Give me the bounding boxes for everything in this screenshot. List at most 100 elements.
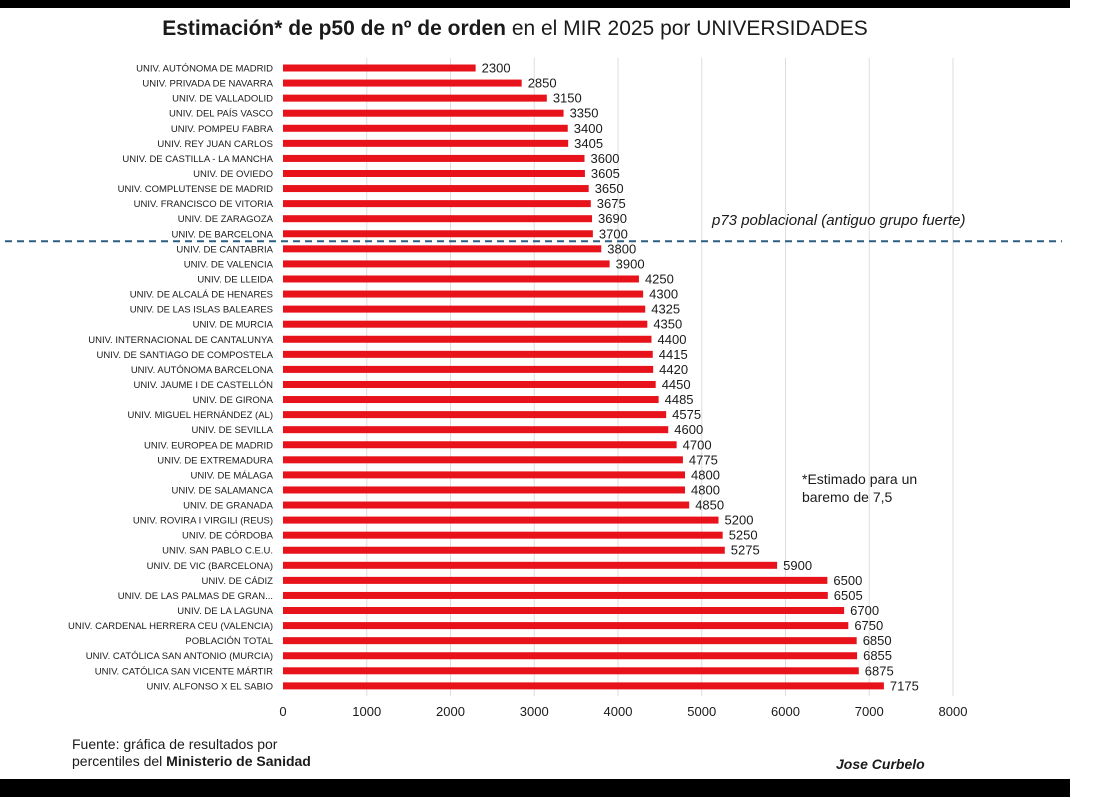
bar — [283, 290, 644, 298]
category-label: UNIV. ALFONSO X EL SABIO — [146, 681, 273, 692]
category-label: UNIV. DE CANTABRIA — [176, 244, 273, 255]
x-tick-label: 5000 — [687, 704, 716, 719]
value-label: 5200 — [725, 513, 754, 528]
category-label: UNIV. DE ALCALÁ DE HENARES — [130, 290, 273, 301]
bar — [283, 622, 849, 630]
category-label: UNIV. INTERNACIONAL DE CANTALUNYA — [88, 335, 273, 346]
bar — [283, 94, 547, 102]
x-tick-label: 8000 — [939, 704, 968, 719]
category-label: UNIV. CATÓLICA SAN ANTONIO (MURCIA) — [86, 651, 273, 662]
bar — [283, 350, 653, 358]
category-label: UNIV. DE CÓRDOBA — [182, 531, 274, 542]
x-tick-label: 1000 — [352, 704, 381, 719]
bar — [283, 335, 652, 343]
chart-title: Estimación* de p50 de nº de orden en el … — [0, 17, 1030, 41]
bar — [283, 245, 602, 253]
bar — [283, 215, 593, 223]
value-label: 4450 — [662, 377, 691, 392]
value-label: 4325 — [651, 302, 680, 317]
value-label: 4600 — [674, 422, 703, 437]
category-label: UNIV. DE VIC (BARCELONA) — [147, 561, 273, 572]
source-line-1: Fuente: gráfica de resultados por — [72, 736, 278, 752]
value-label: 3150 — [553, 91, 582, 106]
value-label: 6505 — [834, 588, 863, 603]
bar — [283, 109, 564, 117]
x-tick-label: 4000 — [604, 704, 633, 719]
value-label: 6855 — [863, 648, 892, 663]
category-label: UNIV. DE VALLADOLID — [172, 94, 273, 105]
value-label: 4415 — [659, 347, 688, 362]
value-label: 4775 — [689, 452, 718, 467]
bar — [283, 456, 683, 464]
value-label: 5250 — [729, 528, 758, 543]
x-tick-label: 2000 — [436, 704, 465, 719]
category-label: UNIV. ROVIRA I VIRGILI (REUS) — [133, 516, 273, 527]
category-label: UNIV. DE BARCELONA — [171, 229, 273, 240]
bar — [283, 275, 639, 283]
bar — [283, 154, 585, 162]
value-label: 3605 — [591, 166, 620, 181]
value-label: 3650 — [595, 181, 624, 196]
footnote: *Estimado para un baremo de 7,5 — [802, 471, 918, 505]
value-label: 6750 — [854, 618, 883, 633]
value-label: 4250 — [645, 271, 674, 286]
category-label: UNIV. DE CÁDIZ — [202, 576, 274, 587]
value-label: 4700 — [683, 437, 712, 452]
value-label: 3400 — [574, 121, 603, 136]
value-label: 6850 — [863, 633, 892, 648]
x-tick-label: 3000 — [520, 704, 549, 719]
bar — [283, 441, 677, 449]
category-label: UNIV. DE GIRONA — [193, 395, 274, 406]
x-tick-label: 0 — [279, 704, 286, 719]
value-label: 6500 — [833, 573, 862, 588]
bar — [283, 652, 858, 660]
value-label: 5275 — [731, 543, 760, 558]
bar — [283, 667, 859, 675]
category-label: UNIV. DE SALAMANCA — [171, 485, 273, 496]
category-label: UNIV. DE ZARAGOZA — [178, 214, 274, 225]
bar — [283, 607, 845, 615]
category-label: UNIV. DE OVIEDO — [193, 169, 273, 180]
category-label: UNIV. MIGUEL HERNÁNDEZ (AL) — [127, 410, 273, 421]
category-label: UNIV. DE LAS PALMAS DE GRAN... — [118, 591, 273, 602]
x-tick-label: 7000 — [855, 704, 884, 719]
category-label: UNIV. DEL PAÍS VASCO — [169, 109, 273, 120]
category-label: UNIV. DE SANTIAGO DE COMPOSTELA — [97, 350, 274, 361]
category-label: UNIV. DE LA LAGUNA — [177, 606, 273, 617]
author-credit: Jose Curbelo — [836, 756, 925, 772]
bar — [283, 501, 690, 509]
value-label: 2300 — [482, 61, 511, 76]
bar — [283, 682, 884, 690]
source-note: Fuente: gráfica de resultados por percen… — [72, 736, 311, 770]
value-label: 3675 — [597, 196, 626, 211]
category-label: UNIV. CARDENAL HERRERA CEU (VALENCIA) — [68, 621, 273, 632]
value-label: 4850 — [695, 498, 724, 513]
bar — [283, 200, 591, 208]
bar — [283, 426, 669, 434]
bar — [283, 591, 828, 599]
bar — [283, 139, 569, 147]
bar — [283, 365, 654, 373]
value-label: 3690 — [598, 211, 627, 226]
bar — [283, 230, 593, 238]
bar — [283, 79, 522, 87]
bar — [283, 471, 685, 479]
value-label: 3700 — [599, 226, 628, 241]
reference-line-label: p73 poblacional (antiguo grupo fuerte) — [712, 212, 966, 229]
category-label: UNIV. EUROPEA DE MADRID — [144, 440, 273, 451]
value-label: 3600 — [591, 151, 620, 166]
value-label: 4350 — [653, 317, 682, 332]
category-label: UNIV. DE LLEIDA — [197, 274, 273, 285]
x-tick-label: 6000 — [771, 704, 800, 719]
source-line-2-prefix: percentiles del — [72, 753, 163, 769]
value-label: 4800 — [691, 467, 720, 482]
value-label: 3350 — [570, 106, 599, 121]
bar — [283, 576, 828, 584]
value-label: 6700 — [850, 603, 879, 618]
category-label: UNIV. AUTÓNOMA DE MADRID — [136, 64, 273, 75]
bar — [283, 516, 719, 524]
value-label: 6875 — [865, 663, 894, 678]
bar — [283, 561, 778, 569]
value-label: 3900 — [616, 256, 645, 271]
